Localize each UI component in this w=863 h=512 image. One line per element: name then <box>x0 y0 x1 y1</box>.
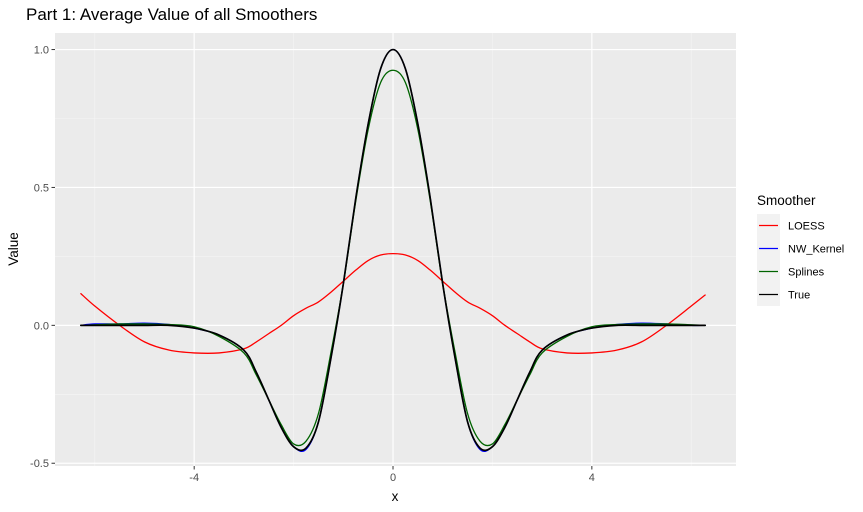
series-line-true <box>80 48 707 452</box>
x-axis-title: x <box>392 489 399 504</box>
series-lines <box>80 48 707 453</box>
series-line-loess <box>80 252 706 355</box>
chart-title: Part 1: Average Value of all Smoothers <box>26 5 317 24</box>
x-tick-label-2: 4 <box>589 472 595 484</box>
grid-minor <box>55 33 736 466</box>
legend-title: Smoother <box>757 193 816 208</box>
y-axis: -0.5 0.0 0.5 1.0 <box>30 45 55 470</box>
y-tick-label-0: -0.5 <box>30 458 49 470</box>
legend: Smoother LOESS NW_Kernel Splines True <box>757 193 844 306</box>
x-axis: -4 0 4 <box>189 466 595 484</box>
legend-label-3: True <box>788 290 810 302</box>
legend-label-2: Splines <box>788 267 825 279</box>
series-line-splines <box>80 69 706 447</box>
y-tick-label-2: 0.5 <box>34 182 49 194</box>
legend-label-1: NW_Kernel <box>788 244 844 256</box>
x-tick-label-1: 0 <box>390 472 396 484</box>
y-axis-title: Value <box>6 232 21 266</box>
plot-panel <box>55 33 736 466</box>
y-tick-label-3: 1.0 <box>34 45 49 57</box>
y-tick-label-1: 0.0 <box>34 320 49 332</box>
x-tick-label-0: -4 <box>189 472 199 484</box>
legend-label-0: LOESS <box>788 221 825 233</box>
